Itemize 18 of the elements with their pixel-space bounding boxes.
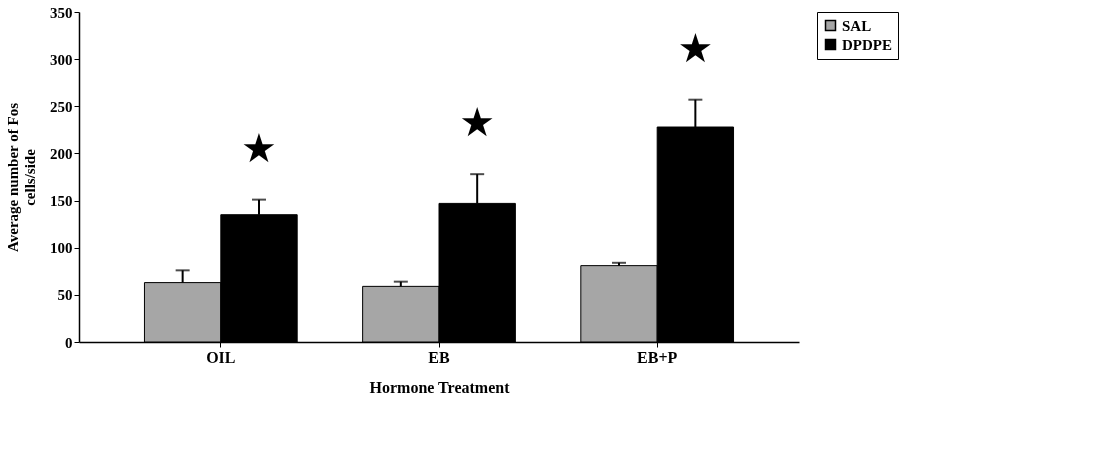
legend-label: DPDPE xyxy=(842,36,892,53)
y-tick-label: 300 xyxy=(50,51,73,68)
annotation: ★ xyxy=(677,24,714,71)
y-tick-label: 200 xyxy=(50,145,73,162)
x-tick-label: EB+P xyxy=(637,348,678,366)
y-tick-label: 150 xyxy=(50,193,73,210)
y-tick-label: 50 xyxy=(57,287,73,304)
annotation: ★ xyxy=(241,124,277,171)
y-tick-label: 0 xyxy=(65,334,73,351)
y-tick-label: 100 xyxy=(50,240,73,257)
legend-label: SAL xyxy=(842,17,872,34)
x-tick-label: OIL xyxy=(206,348,236,366)
x-axis-title: Hormone Treatment xyxy=(369,378,511,396)
y-tick-label: 250 xyxy=(50,98,73,115)
x-tick-label: EB xyxy=(428,348,450,366)
annotation: ★ xyxy=(459,99,496,146)
y-tick-label: 350 xyxy=(50,4,73,21)
y-axis-title: Average number of Fos cells/side xyxy=(5,102,38,253)
